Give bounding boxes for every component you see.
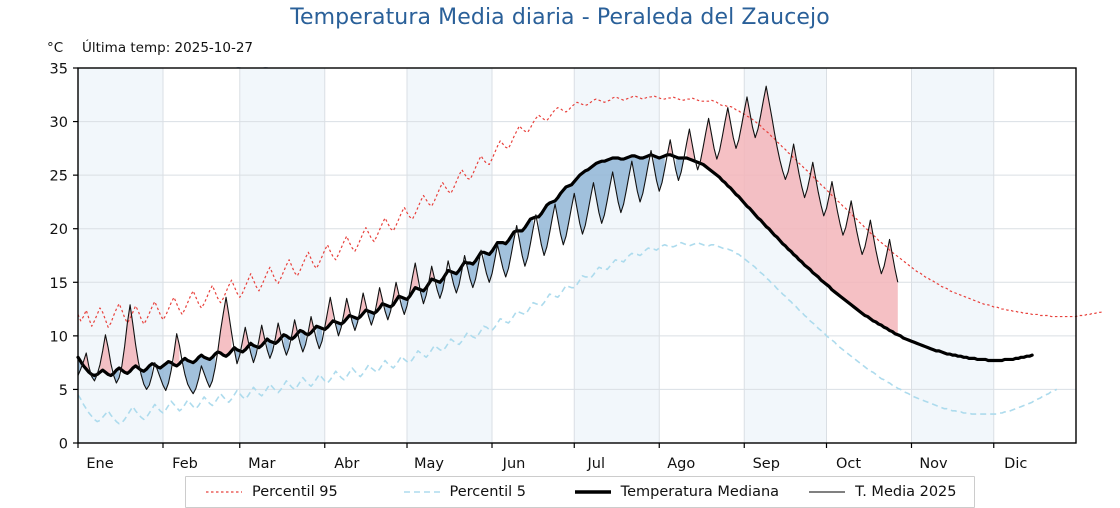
legend-swatch-icon bbox=[574, 490, 611, 494]
legend-item-label: Temperatura Mediana bbox=[620, 484, 780, 500]
svg-text:Ene: Ene bbox=[86, 456, 113, 472]
legend: Percentil 95 Percentil 5 Temperatura Media… bbox=[185, 476, 975, 508]
y-axis-ticks: 0 5 10 15 20 25 30 35 bbox=[50, 62, 78, 453]
svg-text:5: 5 bbox=[59, 383, 68, 399]
series-percentil-95 bbox=[77, 95, 1104, 328]
svg-text:0: 0 bbox=[59, 437, 68, 453]
series-t-media-2025 bbox=[77, 85, 899, 395]
svg-text:30: 30 bbox=[50, 115, 68, 131]
svg-text:Oct: Oct bbox=[836, 456, 861, 472]
svg-text:Jul: Jul bbox=[587, 456, 606, 472]
svg-text:Dic: Dic bbox=[1004, 456, 1027, 472]
legend-item-3[interactable]: Temperatura Mediana bbox=[567, 477, 801, 507]
legend-item-label: Percentil 95 bbox=[252, 484, 338, 500]
series-percentil-5 bbox=[77, 241, 1058, 425]
svg-text:Mar: Mar bbox=[248, 456, 275, 472]
svg-text:10: 10 bbox=[50, 329, 68, 345]
series-temperatura-mediana bbox=[76, 153, 1034, 378]
svg-text:Sep: Sep bbox=[753, 456, 780, 472]
svg-text:Feb: Feb bbox=[172, 456, 198, 472]
legend-swatch-icon bbox=[809, 491, 846, 493]
svg-text:15: 15 bbox=[50, 276, 68, 292]
svg-text:20: 20 bbox=[50, 222, 68, 238]
legend-item-label: T. Media 2025 bbox=[855, 484, 957, 500]
svg-text:25: 25 bbox=[50, 169, 68, 185]
svg-text:May: May bbox=[414, 456, 444, 472]
page-title: Temperatura Media diaria - Peraleda del … bbox=[290, 5, 830, 30]
legend-item-4[interactable]: T. Media 2025 bbox=[801, 477, 974, 507]
legend-item-label: Percentil 5 bbox=[449, 484, 526, 500]
svg-text:Ago: Ago bbox=[667, 456, 695, 472]
svg-text:Jun: Jun bbox=[502, 456, 526, 472]
y-axis-unit-label: °C bbox=[47, 40, 64, 56]
svg-text:Abr: Abr bbox=[334, 456, 359, 472]
svg-text:Nov: Nov bbox=[919, 456, 948, 472]
legend-item-2[interactable]: Percentil 5 bbox=[396, 477, 567, 507]
legend-swatch-icon bbox=[206, 491, 242, 493]
legend-item-1[interactable]: Percentil 95 bbox=[186, 477, 396, 507]
legend-swatch-icon bbox=[403, 491, 440, 493]
last-temp-label: Última temp: 2025-10-27 bbox=[82, 40, 254, 56]
plot-frame bbox=[77, 67, 1077, 444]
svg-text:35: 35 bbox=[50, 62, 68, 78]
x-axis-ticks: Ene Feb Mar Abr May Jun Jul Ago Sep Oct Nov Dic bbox=[77, 443, 1027, 472]
month-background-bands bbox=[78, 68, 1076, 443]
